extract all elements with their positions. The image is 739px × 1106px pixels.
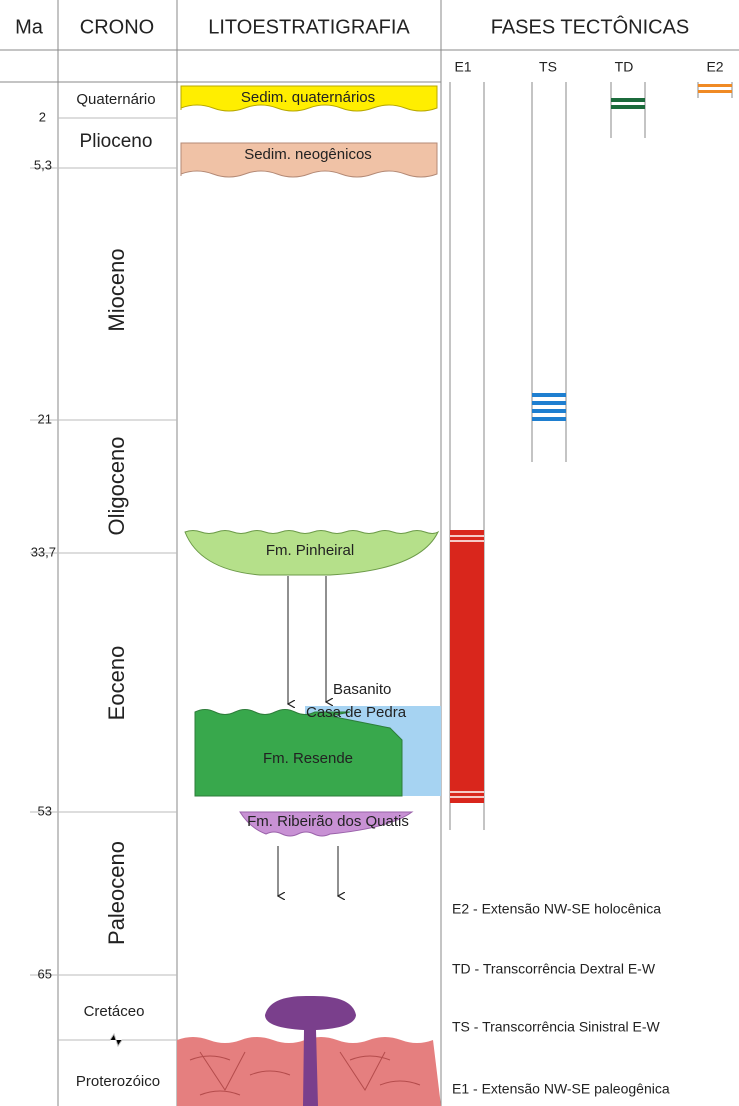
phase-header: E1 <box>454 59 471 75</box>
phase-e2 <box>697 82 733 98</box>
epoch-label: Plioceno <box>80 131 153 152</box>
epoch-label: Proterozóico <box>76 1073 160 1090</box>
phase-ts <box>531 82 567 462</box>
age-label: 2 <box>39 109 46 124</box>
age-label: 65 <box>38 966 52 981</box>
epoch-label: Mioceno <box>104 248 129 331</box>
epoch-label: Paleoceno <box>104 841 129 945</box>
age-label: 21 <box>38 411 52 426</box>
unit-label: Fm. Ribeirão dos Quatis <box>247 813 409 830</box>
column-header: CRONO <box>80 16 154 38</box>
unit-label: Fm. Pinheiral <box>266 542 354 559</box>
unit-label: Sedim. quaternários <box>241 89 375 106</box>
basement-texture <box>189 1051 421 1096</box>
unit-label: Fm. Resende <box>263 750 353 767</box>
column-header: FASES TECTÔNICAS <box>491 15 690 38</box>
phase-header: TD <box>615 59 634 75</box>
ribeirao-formation <box>239 811 414 837</box>
age-label: 53 <box>38 803 52 818</box>
phase-header: TS <box>539 59 557 75</box>
pinheiral-formation <box>184 530 440 576</box>
epoch-label: Oligoceno <box>104 436 129 535</box>
quaternary-sediment <box>180 85 438 112</box>
legend-entry: TD - Transcorrência Dextral E-W <box>452 961 656 977</box>
unit-label: Casa de Pedra <box>306 704 407 721</box>
legend-entry: TS - Transcorrência Sinistral E-W <box>452 1019 660 1035</box>
phase-e1 <box>449 82 485 830</box>
legend-entry: E2 - Extensão NW-SE holocênica <box>452 901 661 917</box>
legend-entry: E1 - Extensão NW-SE paleogênica <box>452 1081 670 1097</box>
epoch-label: Eoceno <box>104 646 129 721</box>
unit-label: Basanito <box>333 681 391 698</box>
neogene-sediment <box>180 142 438 178</box>
phase-header: E2 <box>706 59 723 75</box>
age-label: 5,3 <box>34 157 52 172</box>
epoch-label: Cretáceo <box>84 1003 145 1020</box>
resende-formation <box>194 709 403 797</box>
column-header: LITOESTRATIGRAFIA <box>208 16 410 38</box>
age-label: 33,7 <box>31 544 56 559</box>
unit-label: Sedim. neogênicos <box>244 146 372 163</box>
phase-td <box>610 82 646 138</box>
column-header: Ma <box>15 16 44 38</box>
epoch-label: Quaternário <box>76 91 155 108</box>
intrusion <box>265 995 356 1106</box>
